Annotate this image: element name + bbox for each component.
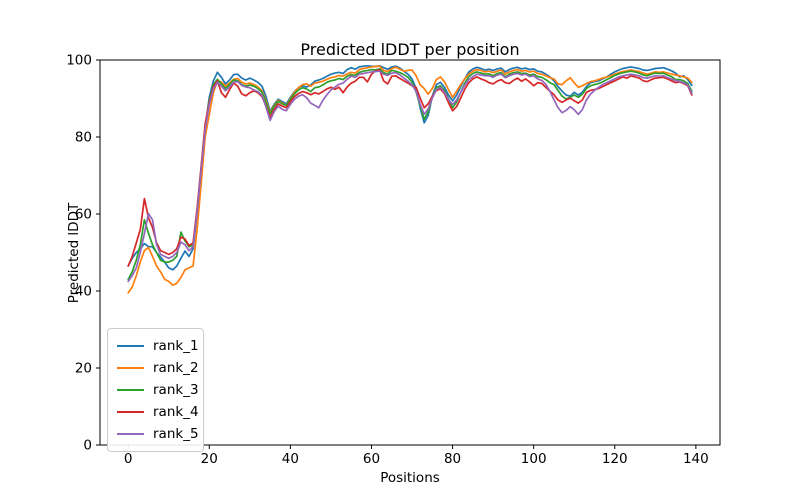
series-line-rank_2 (127, 65, 693, 294)
legend-swatch-rank_5 (117, 433, 144, 435)
legend-item-rank_1: rank_1 (117, 335, 199, 357)
legend-swatch-rank_3 (117, 389, 144, 391)
y-axis-label: Predicted lDDT (66, 202, 82, 304)
legend-label: rank_1 (153, 338, 199, 354)
y-tick-label: 20 (75, 361, 92, 377)
y-tick-label: 40 (75, 284, 92, 300)
y-tick-label: 0 (83, 438, 92, 454)
legend-item-rank_2: rank_2 (117, 357, 199, 379)
legend-label: rank_2 (153, 360, 199, 376)
legend-swatch-rank_4 (117, 411, 144, 413)
series-line-rank_1 (127, 64, 693, 271)
series-line-rank_5 (127, 70, 693, 283)
series-line-rank_3 (127, 68, 693, 281)
x-tick-label: 100 (521, 451, 547, 467)
legend-swatch-rank_1 (117, 345, 144, 347)
x-tick-label: 60 (363, 451, 380, 467)
legend-item-rank_3: rank_3 (117, 379, 199, 401)
legend-label: rank_5 (153, 426, 199, 442)
legend-swatch-rank_2 (117, 367, 144, 369)
x-tick-label: 140 (683, 451, 709, 467)
axes-spines (99, 59, 721, 446)
x-tick-label: 20 (201, 451, 218, 467)
legend-item-rank_4: rank_4 (117, 401, 199, 423)
legend-label: rank_3 (153, 382, 199, 398)
y-tick-label: 60 (75, 207, 92, 223)
x-tick-label: 40 (282, 451, 299, 467)
legend-label: rank_4 (153, 404, 199, 420)
x-tick-label: 120 (602, 451, 628, 467)
y-tick-label: 80 (75, 130, 92, 146)
y-tick-label: 100 (66, 53, 92, 69)
x-tick-label: 80 (444, 451, 461, 467)
x-axis-label: Positions (380, 470, 440, 486)
x-tick-label: 0 (124, 451, 133, 467)
legend-item-rank_5: rank_5 (117, 423, 199, 445)
legend: rank_1 rank_2 rank_3 rank_4 rank_5 (107, 328, 204, 452)
chart-title: Predicted lDDT per position (300, 40, 520, 59)
